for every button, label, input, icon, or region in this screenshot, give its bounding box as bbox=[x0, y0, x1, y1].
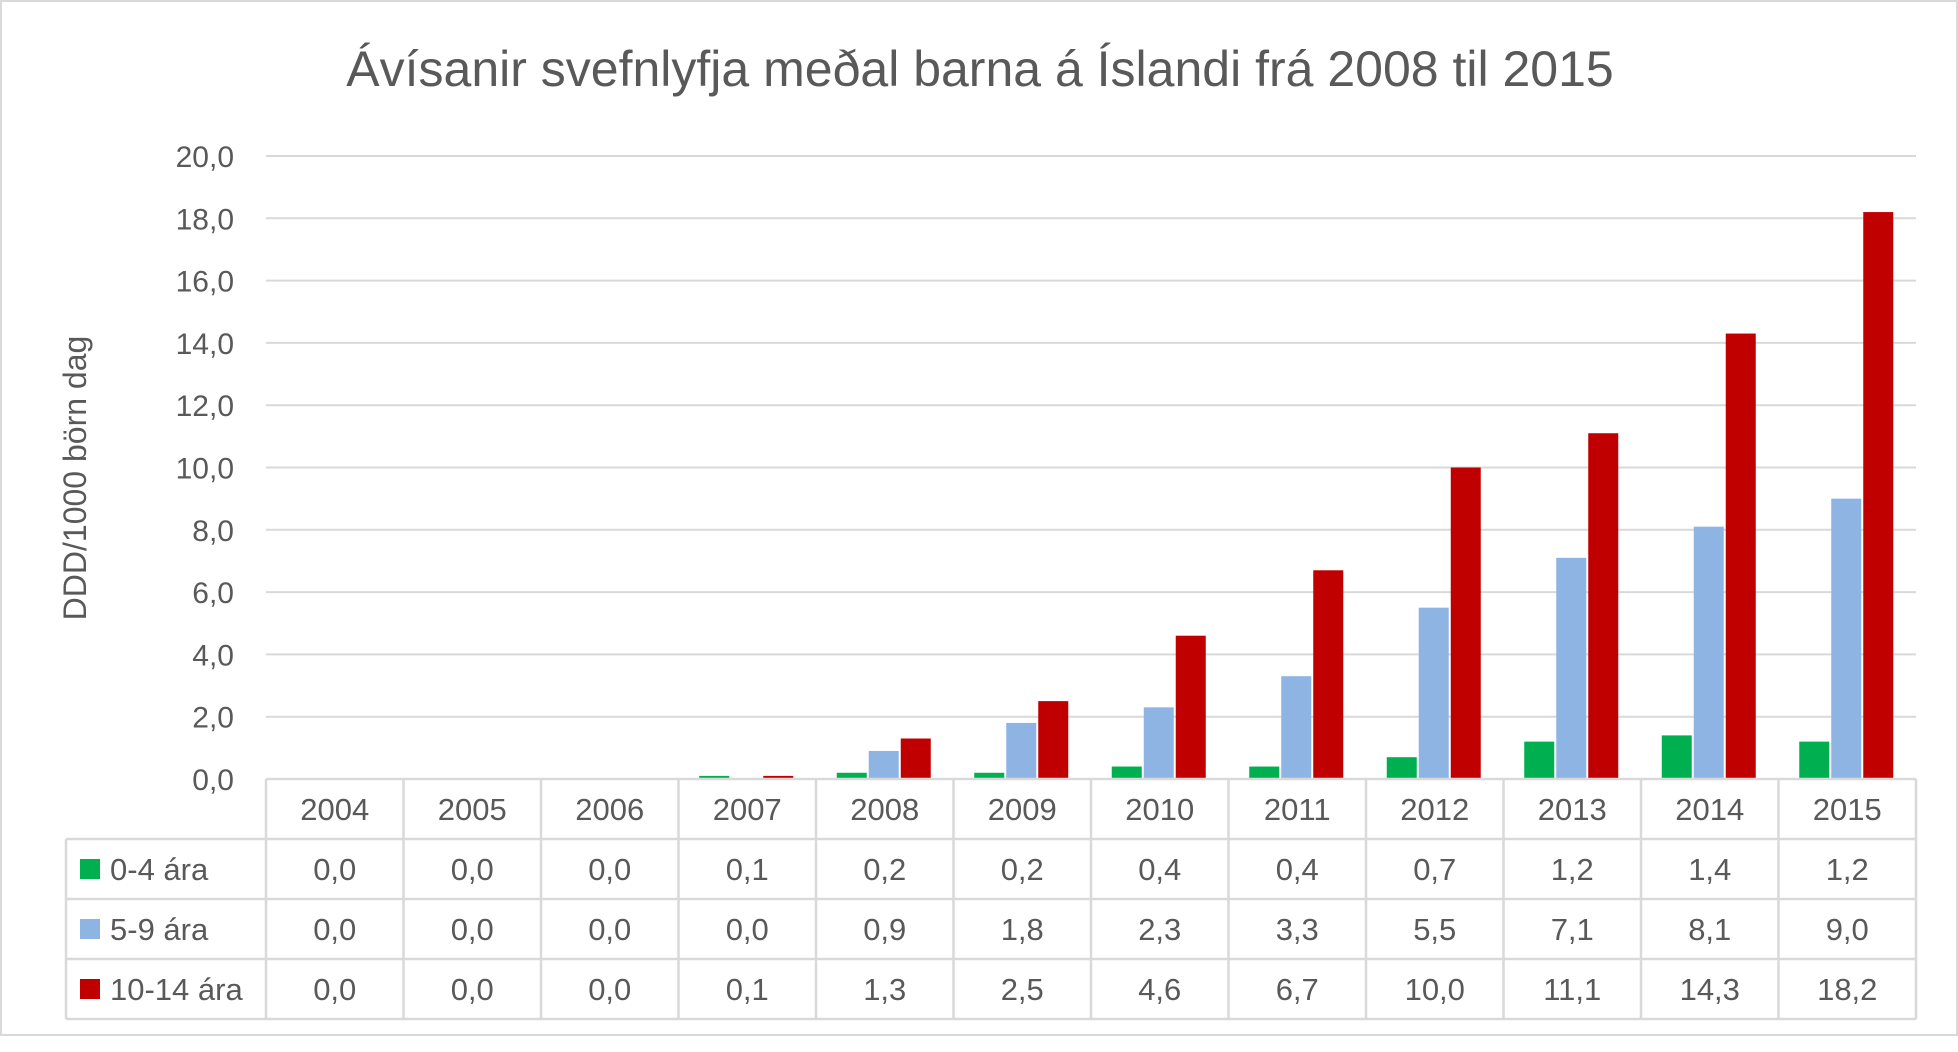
legend-swatch bbox=[80, 979, 100, 999]
data-table: 2004 2005 2006 2007 2008 2009 2010 2011 2012 2013… bbox=[64, 777, 1918, 1021]
y-tick-label: 8,0 bbox=[192, 515, 234, 548]
data-label: 4,6 bbox=[1138, 972, 1181, 1007]
bar-10-14-ra-2015 bbox=[1863, 212, 1894, 779]
data-label: 7,1 bbox=[1551, 912, 1594, 947]
bar-10-14-ra-2010 bbox=[1175, 635, 1206, 779]
legend-swatch bbox=[80, 859, 100, 879]
data-label: 0,0 bbox=[313, 972, 356, 1007]
data-label: 0,2 bbox=[863, 852, 906, 887]
data-label: 0,9 bbox=[863, 912, 906, 947]
bar-0-4-ra-2009 bbox=[974, 772, 1005, 779]
y-tick-label: 6,0 bbox=[192, 577, 234, 610]
y-tick-label: 20,0 bbox=[176, 141, 234, 174]
bar-0-4-ra-2010 bbox=[1111, 766, 1142, 779]
data-label: 0,0 bbox=[313, 852, 356, 887]
data-label: 6,7 bbox=[1276, 972, 1319, 1007]
x-tick-label: 2015 bbox=[1813, 792, 1882, 827]
bar-0-4-ra-2012 bbox=[1386, 757, 1417, 779]
bar-0-4-ra-2015 bbox=[1799, 741, 1830, 779]
x-tick-label: 2014 bbox=[1675, 792, 1744, 827]
data-label: 0,0 bbox=[451, 972, 494, 1007]
legend-entry: 10-14 ára bbox=[110, 972, 243, 1007]
y-tick-label: 4,0 bbox=[192, 639, 234, 672]
data-label: 0,2 bbox=[1001, 852, 1044, 887]
bar-10-14-ra-2013 bbox=[1588, 433, 1619, 779]
bar-10-14-ra-2008 bbox=[900, 738, 931, 779]
y-tick-label: 10,0 bbox=[176, 453, 234, 486]
x-tick-label: 2005 bbox=[438, 792, 507, 827]
bar-10-14-ra-2012 bbox=[1450, 467, 1481, 779]
data-label: 0,0 bbox=[588, 852, 631, 887]
bar-0-4-ra-2014 bbox=[1661, 735, 1692, 779]
data-label: 2,5 bbox=[1001, 972, 1044, 1007]
bar-0-4-ra-2008 bbox=[836, 772, 867, 779]
y-tick-labels: 0,0 2,0 4,0 6,0 8,0 10,0 12,0 14,0 16,0 18,0 20,0 bbox=[176, 141, 234, 797]
data-label: 3,3 bbox=[1276, 912, 1319, 947]
data-label: 0,0 bbox=[588, 972, 631, 1007]
data-label: 0,0 bbox=[726, 912, 769, 947]
data-label: 1,8 bbox=[1001, 912, 1044, 947]
data-label: 1,2 bbox=[1551, 852, 1594, 887]
data-label: 0,0 bbox=[313, 912, 356, 947]
x-tick-label: 2004 bbox=[300, 792, 369, 827]
data-label: 8,1 bbox=[1688, 912, 1731, 947]
x-tick-label: 2006 bbox=[575, 792, 644, 827]
x-tick-label: 2010 bbox=[1125, 792, 1194, 827]
bar-0-4-ra-2011 bbox=[1249, 766, 1280, 779]
bar-5-9-ra-2011 bbox=[1281, 676, 1312, 779]
data-label: 0,1 bbox=[726, 972, 769, 1007]
legend-swatch bbox=[80, 919, 100, 939]
y-tick-label: 12,0 bbox=[176, 390, 234, 423]
bar-10-14-ra-2009 bbox=[1038, 701, 1069, 779]
bar-10-14-ra-2011 bbox=[1313, 570, 1344, 779]
data-label: 0,7 bbox=[1413, 852, 1456, 887]
data-label: 0,4 bbox=[1276, 852, 1319, 887]
bar-5-9-ra-2009 bbox=[1006, 722, 1037, 779]
data-label: 11,1 bbox=[1543, 972, 1601, 1007]
bar-10-14-ra-2007 bbox=[763, 775, 794, 779]
bar-5-9-ra-2014 bbox=[1693, 526, 1724, 779]
x-tick-label: 2008 bbox=[850, 792, 919, 827]
y-axis-label: DDD/1000 börn dag bbox=[57, 336, 93, 621]
legend-entry: 0-4 ára bbox=[110, 852, 209, 887]
y-tick-label: 18,0 bbox=[176, 203, 234, 236]
x-tick-label: 2013 bbox=[1538, 792, 1607, 827]
data-label: 1,3 bbox=[863, 972, 906, 1007]
data-label: 18,2 bbox=[1817, 972, 1877, 1007]
legend-entry: 5-9 ára bbox=[110, 912, 209, 947]
y-tick-label: 2,0 bbox=[192, 702, 234, 735]
bar-5-9-ra-2012 bbox=[1418, 607, 1449, 779]
data-label: 9,0 bbox=[1826, 912, 1869, 947]
data-label: 0,0 bbox=[451, 912, 494, 947]
bar-10-14-ra-2014 bbox=[1725, 333, 1756, 779]
bar-5-9-ra-2010 bbox=[1143, 707, 1174, 779]
x-tick-label: 2007 bbox=[713, 792, 782, 827]
data-label: 0,1 bbox=[726, 852, 769, 887]
y-tick-label: 14,0 bbox=[176, 328, 234, 361]
data-label: 0,0 bbox=[588, 912, 631, 947]
data-label: 0,4 bbox=[1138, 852, 1181, 887]
bar-0-4-ra-2013 bbox=[1524, 741, 1555, 779]
bar-0-4-ra-2007 bbox=[699, 775, 730, 779]
x-tick-label: 2012 bbox=[1400, 792, 1469, 827]
chart-title: Ávísanir svefnlyfja meðal barna á Ísland… bbox=[346, 41, 1613, 97]
bar-5-9-ra-2015 bbox=[1831, 498, 1862, 779]
data-label: 14,3 bbox=[1680, 972, 1740, 1007]
y-tick-label: 0,0 bbox=[192, 764, 234, 797]
x-tick-label: 2009 bbox=[988, 792, 1057, 827]
data-label: 1,4 bbox=[1688, 852, 1731, 887]
bars bbox=[699, 212, 1894, 779]
data-label: 5,5 bbox=[1413, 912, 1456, 947]
data-label: 10,0 bbox=[1405, 972, 1465, 1007]
y-tick-label: 16,0 bbox=[176, 266, 234, 299]
data-label: 2,3 bbox=[1138, 912, 1181, 947]
data-label: 0,0 bbox=[451, 852, 494, 887]
bar-5-9-ra-2013 bbox=[1556, 557, 1587, 779]
x-tick-label: 2011 bbox=[1264, 792, 1331, 827]
bar-5-9-ra-2008 bbox=[868, 750, 899, 779]
data-label: 1,2 bbox=[1826, 852, 1869, 887]
gridlines bbox=[266, 155, 1916, 780]
